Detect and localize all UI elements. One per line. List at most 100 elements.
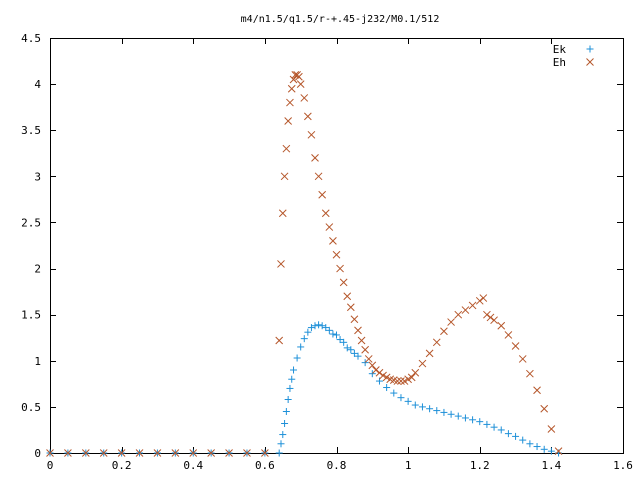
data-point [426, 405, 434, 413]
data-point [282, 408, 290, 415]
x-tick-label: 0.8 [327, 459, 347, 472]
data-point [279, 431, 287, 439]
y-tick-label: 2.5 [21, 216, 41, 229]
data-point [372, 366, 380, 374]
data-point [397, 377, 405, 385]
data-point [303, 112, 312, 121]
data-point [153, 449, 162, 457]
data-point [291, 71, 300, 79]
data-point [479, 294, 488, 302]
data-point [468, 301, 477, 310]
data-point [277, 440, 285, 448]
series-eh [46, 71, 563, 457]
data-point [361, 359, 369, 367]
data-point [512, 432, 520, 440]
data-point [225, 449, 233, 457]
data-point [289, 75, 298, 84]
x-tick-label: 1.6 [613, 459, 633, 472]
data-point [117, 449, 126, 457]
data-point [350, 349, 358, 357]
data-point [382, 373, 391, 382]
data-point [354, 352, 362, 360]
data-point [407, 373, 416, 382]
data-point [350, 315, 359, 324]
data-point [490, 316, 498, 325]
y-tick-label: 4 [34, 78, 41, 91]
data-point [171, 449, 180, 457]
data-point [311, 154, 319, 162]
data-point [281, 419, 289, 427]
data-point [311, 322, 319, 330]
data-point [286, 384, 294, 392]
data-point [393, 377, 402, 385]
data-point [504, 331, 513, 339]
data-point [383, 384, 391, 392]
ticks-layer: 0 0.2 0.4 0.6 0.8 1 1.2 1.4 1.6 0 0.5 1 1.5 2 2.5 3 3.5 4… [21, 32, 633, 472]
data-point [297, 343, 305, 351]
data-point [540, 404, 549, 413]
data-point [379, 371, 387, 380]
data-point [64, 449, 72, 457]
data-point [425, 349, 434, 358]
legend-label-eh: Eh [553, 56, 566, 69]
data-point [46, 449, 54, 457]
x-tick-label: 1.4 [541, 459, 561, 472]
data-point [433, 407, 441, 415]
y-tick-label: 3.5 [21, 124, 41, 137]
data-point [277, 260, 285, 268]
y-tick-label: 3 [34, 170, 41, 183]
data-point [361, 345, 370, 354]
data-point [207, 449, 216, 457]
data-point [357, 336, 366, 345]
data-point [375, 368, 384, 377]
data-point [300, 335, 308, 343]
data-point [321, 209, 330, 218]
data-point [526, 369, 534, 378]
data-point [336, 336, 344, 344]
data-point [483, 420, 491, 428]
data-point [300, 94, 309, 102]
data-point [497, 321, 506, 330]
data-point [280, 172, 289, 181]
data-point [475, 296, 484, 305]
legend-marker-ek [586, 45, 594, 53]
data-point [284, 117, 293, 125]
data-point [307, 130, 316, 139]
x-tick-label: 0.2 [112, 459, 132, 472]
data-point [314, 172, 323, 181]
data-point [418, 359, 427, 368]
points-layer [46, 71, 563, 457]
data-point [404, 375, 412, 384]
data-point [469, 416, 477, 424]
data-point [189, 449, 198, 457]
data-point [295, 72, 303, 81]
data-point [390, 389, 398, 397]
data-point [343, 292, 352, 301]
data-point [286, 98, 294, 107]
data-point [411, 401, 419, 409]
data-point [304, 328, 312, 336]
data-point [296, 80, 305, 88]
data-point [533, 386, 541, 395]
data-point [432, 338, 441, 347]
legend-label-ek: Ek [553, 43, 567, 56]
data-point [293, 354, 301, 362]
y-tick-label: 2 [34, 263, 41, 276]
data-point [346, 303, 355, 312]
data-point [343, 344, 351, 352]
data-point [315, 321, 323, 329]
series-ek [46, 321, 563, 457]
data-point [526, 440, 534, 448]
data-point [483, 310, 491, 319]
data-point [504, 430, 512, 438]
legend-marker-eh [586, 58, 594, 66]
data-point [282, 144, 291, 153]
data-point [284, 396, 292, 404]
data-point [261, 449, 269, 457]
data-point [447, 318, 455, 326]
y-tick-label: 1.5 [21, 309, 41, 322]
data-point [322, 324, 330, 332]
